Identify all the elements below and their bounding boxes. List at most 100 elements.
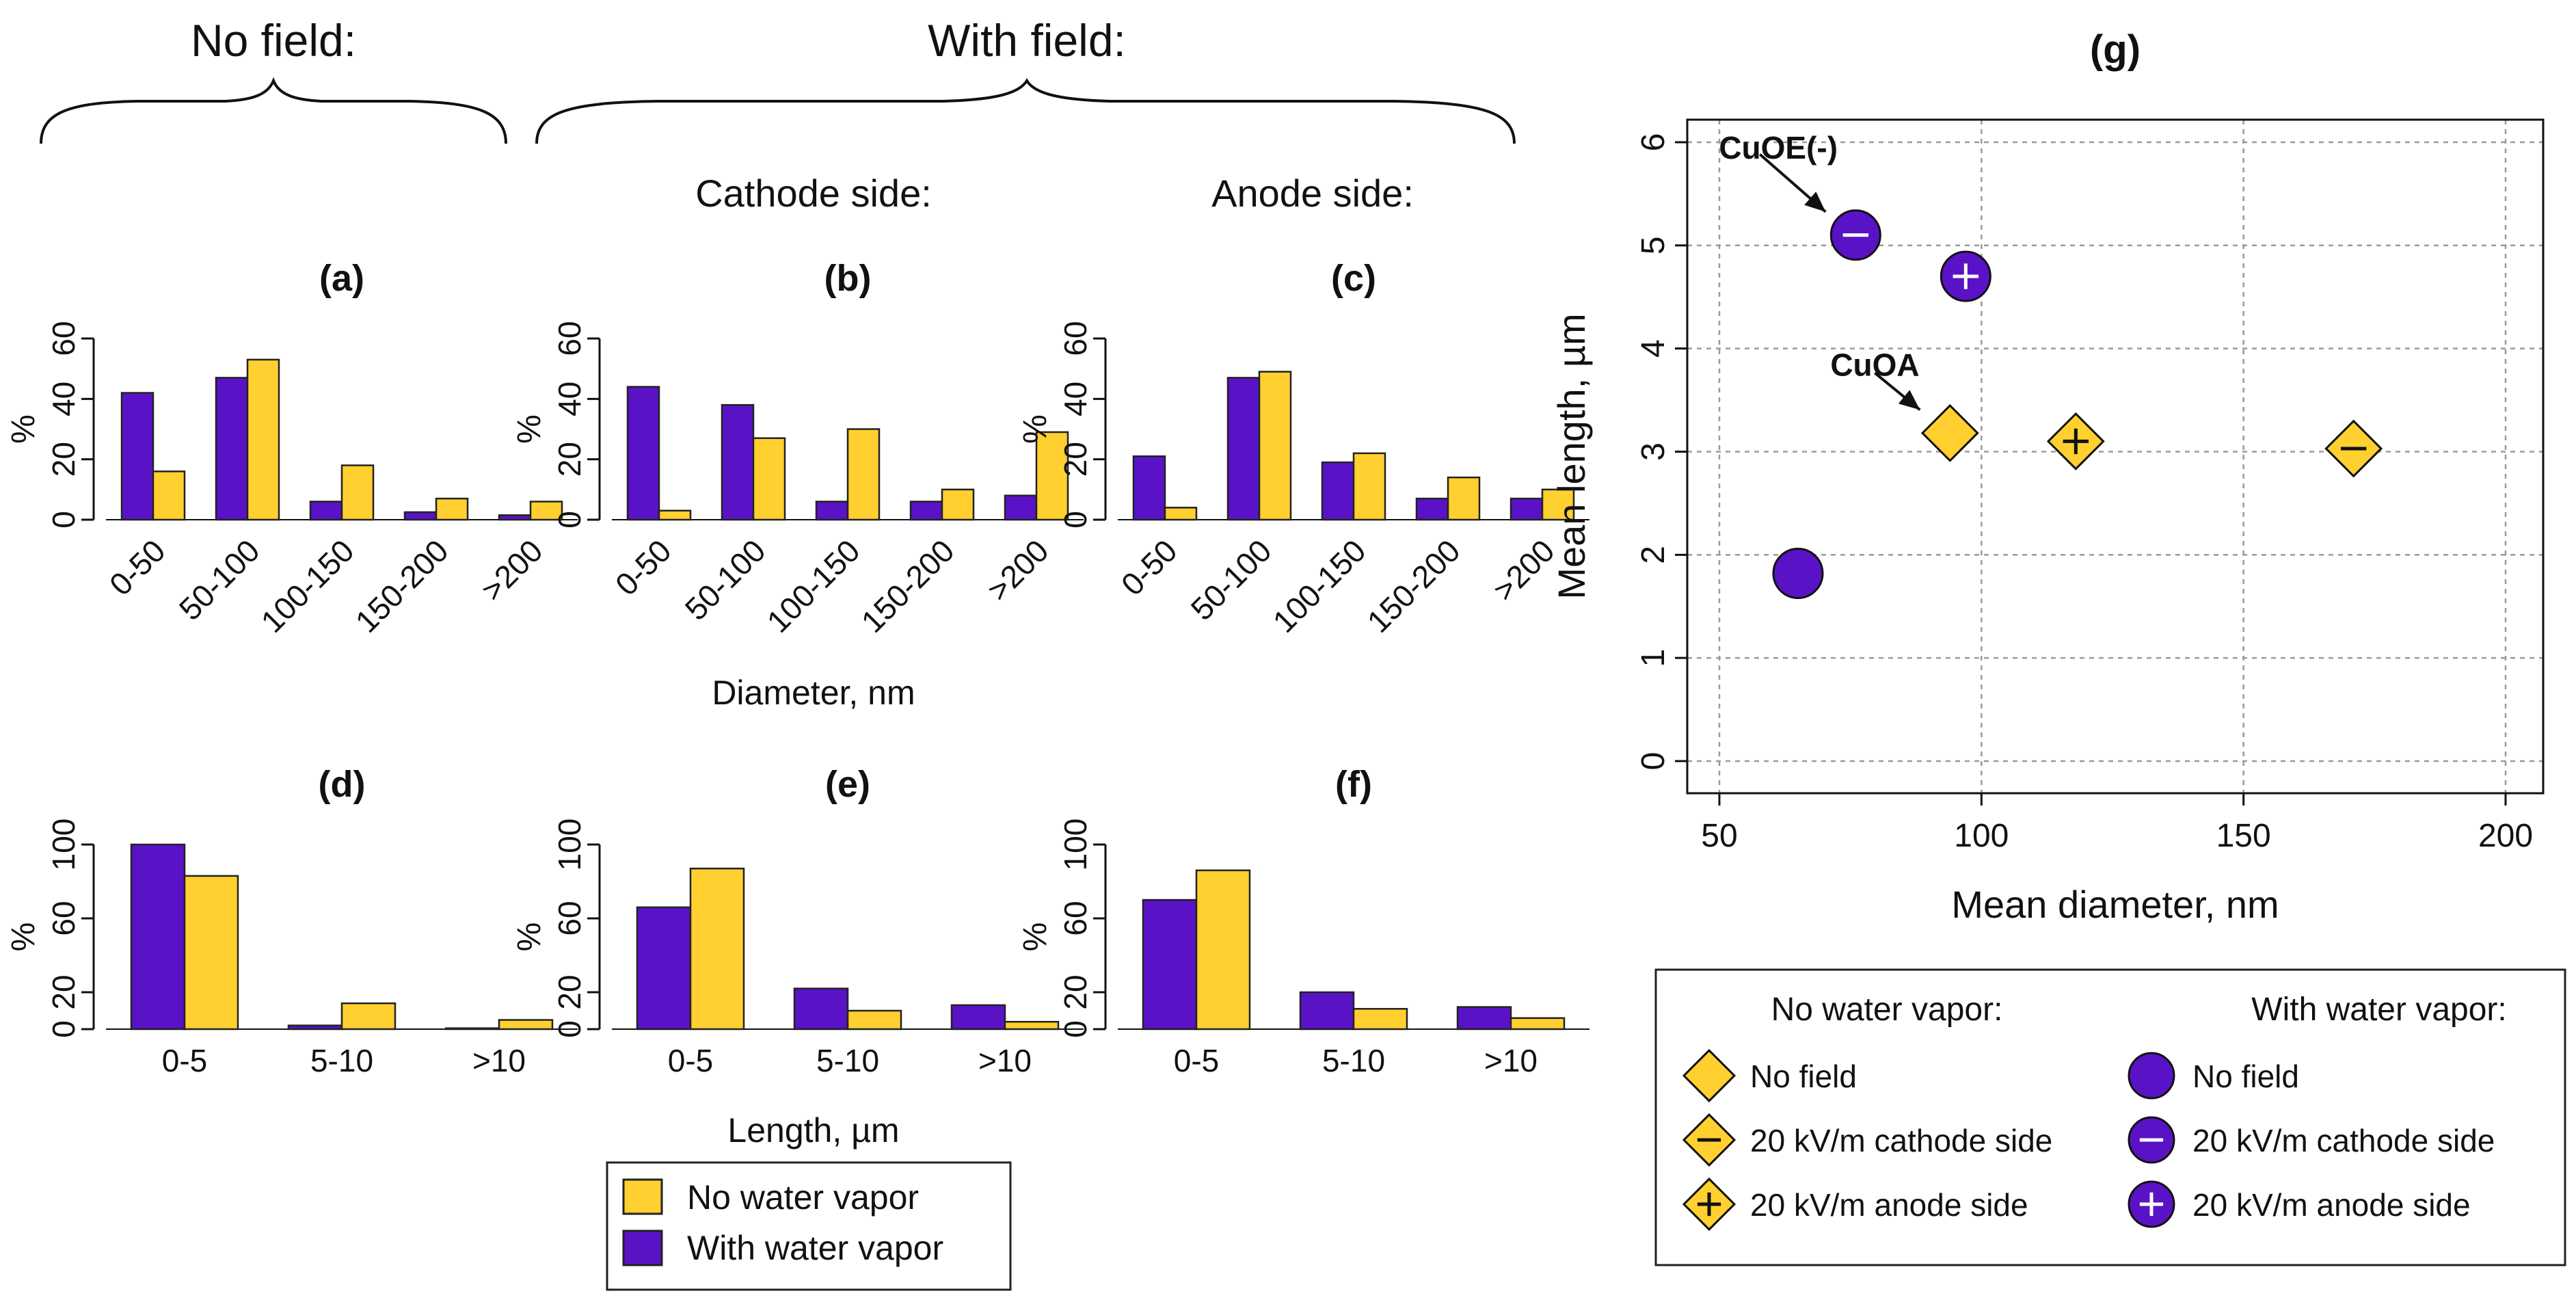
x-tick-label: >200 (980, 533, 1056, 608)
bar-legend: No water vapor With water vapor (606, 1161, 1012, 1291)
scatter-point-with-water-shape (1772, 547, 1824, 599)
x-tick-label: 0-5 (1174, 1043, 1219, 1078)
bar-with-water-vapor-150-200 (1415, 497, 1449, 521)
legend-swatch-no-water (622, 1178, 663, 1215)
bar-with-water-vapor-10 (444, 1027, 500, 1031)
scatter-point-no-water-shape (1920, 403, 1979, 462)
bar-no-water-vapor-200 (1035, 431, 1069, 521)
y-axis-label: % (5, 922, 42, 952)
x-tick-label: 100-150 (1266, 533, 1373, 639)
y-tick-label: 20 (552, 974, 587, 1009)
bar-no-water-vapor-0-50 (658, 509, 692, 521)
legend-swatch-with-water (622, 1230, 663, 1266)
bar-no-water-vapor-0-50 (1164, 507, 1198, 521)
bar-with-water-vapor-5-10 (1299, 991, 1355, 1031)
legend-col1-items: No field 20 kV/m cathode side 20 kV/m anod… (1682, 1048, 2052, 1232)
x-tick-label: >10 (472, 1043, 526, 1078)
legend-marker-diamond (1682, 1048, 1736, 1103)
annotation-label: CuOE(-) (1719, 130, 1838, 165)
bar-with-water-vapor-10 (950, 1004, 1006, 1031)
panel-e-chart: (e) 0 20 60 100% 0-5 5-10 >10 (511, 764, 1084, 1078)
legend-marker-circle (2128, 1052, 2175, 1100)
bar-with-water-vapor-150-200 (403, 511, 438, 521)
bar-no-water-vapor-5-10 (1352, 1008, 1408, 1031)
bar-with-water-vapor-100-150 (1321, 461, 1355, 521)
diameter-axis-label: Diameter, nm (712, 674, 915, 712)
y-tick-label: 40 (552, 382, 587, 416)
header-anode-side: Anode side: (1211, 172, 1414, 215)
y-tick-label: 20 (552, 442, 587, 477)
annotation-label: CuOA (1830, 347, 1919, 382)
legend-marker-circle-plus (2128, 1180, 2175, 1228)
y-axis-label: % (511, 414, 548, 444)
x-tick-label: 100 (1954, 818, 2009, 854)
bar-no-water-vapor-100-150 (846, 428, 881, 521)
bar-with-water-vapor-50-100 (215, 377, 249, 521)
bar-no-water-vapor-5-10 (340, 1002, 397, 1031)
x-tick-label: 200 (2478, 818, 2533, 854)
scatter-legend: No water vapor: With water vapor: No fie… (1654, 968, 2566, 1266)
legend-marker-diamond-plus (1682, 1177, 1736, 1232)
bar-no-water-vapor-0-50 (152, 470, 186, 521)
x-tick-label: 5-10 (310, 1043, 373, 1078)
legend-marker-circle-minus (2128, 1116, 2175, 1164)
bar-with-water-vapor-200 (498, 514, 532, 521)
y-tick-label: 100 (552, 819, 587, 871)
scatter-point-with-water (1772, 547, 1824, 599)
x-tick-label: 50 (1701, 818, 1737, 854)
y-tick-label: 60 (1058, 901, 1093, 935)
x-tick-label: 150-200 (349, 533, 455, 639)
panel-title: (g) (2090, 27, 2141, 72)
x-tick-label: 150-200 (855, 533, 961, 639)
y-axis-label: % (1017, 922, 1054, 952)
y-tick-label: 1 (1635, 649, 1672, 667)
bar-no-water-vapor-0-5 (183, 875, 239, 1031)
y-tick-label: 100 (1058, 819, 1093, 871)
y-tick-label: 20 (46, 442, 81, 477)
brace-with-field (535, 78, 1516, 144)
y-tick-label: 0 (1058, 1020, 1093, 1038)
legend-label-with-water: With water vapor (687, 1229, 943, 1267)
y-tick-label: 0 (1058, 511, 1093, 529)
bar-no-water-vapor-0-5 (1195, 869, 1251, 1031)
legend-item-label: No field (1750, 1059, 1857, 1094)
y-tick-label: 60 (552, 321, 587, 356)
legend-item-label: 20 kV/m anode side (1750, 1187, 2028, 1223)
plot-frame (1686, 118, 2545, 795)
legend-marker-circle-shape (2128, 1052, 2175, 1100)
x-tick-label: 0-50 (608, 533, 678, 602)
bar-no-water-vapor-50-100 (246, 358, 280, 521)
x-tick-label: 150-200 (1360, 533, 1467, 639)
y-tick-label: 60 (1058, 321, 1093, 356)
scatter-point-with-water-plus (1940, 250, 1991, 302)
y-tick-label: 0 (46, 1020, 81, 1038)
x-axis-label: Mean diameter, nm (1951, 883, 2279, 926)
bar-with-water-vapor-200 (1510, 497, 1544, 521)
bar-with-water-vapor-5-10 (793, 987, 849, 1031)
bar-no-water-vapor-50-100 (1258, 371, 1292, 521)
y-tick-label: 6 (1635, 133, 1672, 152)
bar-no-water-vapor-100-150 (340, 464, 375, 521)
arrow-head-icon (1804, 191, 1826, 212)
x-tick-label: 100-150 (254, 533, 361, 639)
bar-no-water-vapor-5-10 (846, 1009, 902, 1031)
panel-title: (b) (824, 258, 872, 299)
bar-no-water-vapor-200 (529, 501, 563, 521)
bar-with-water-vapor-0-50 (1132, 455, 1166, 521)
y-tick-label: 0 (46, 511, 81, 529)
legend-col1-title: No water vapor: (1771, 992, 2003, 1028)
y-tick-label: 2 (1635, 546, 1672, 564)
y-tick-label: 60 (552, 901, 587, 935)
bar-no-water-vapor-50-100 (752, 437, 786, 521)
x-tick-label: >10 (978, 1043, 1032, 1078)
legend-marker-diamond-minus (1682, 1113, 1736, 1167)
bar-with-water-vapor-0-5 (130, 843, 186, 1031)
y-axis-label: % (511, 922, 548, 952)
scatter-point-no-water-minus (2324, 419, 2383, 478)
header-with-field: With field: (928, 15, 1126, 66)
panel-d-chart: (d) 0 20 60 100% 0-5 5-10 >10 (5, 764, 578, 1078)
x-tick-label: 0-5 (162, 1043, 207, 1078)
